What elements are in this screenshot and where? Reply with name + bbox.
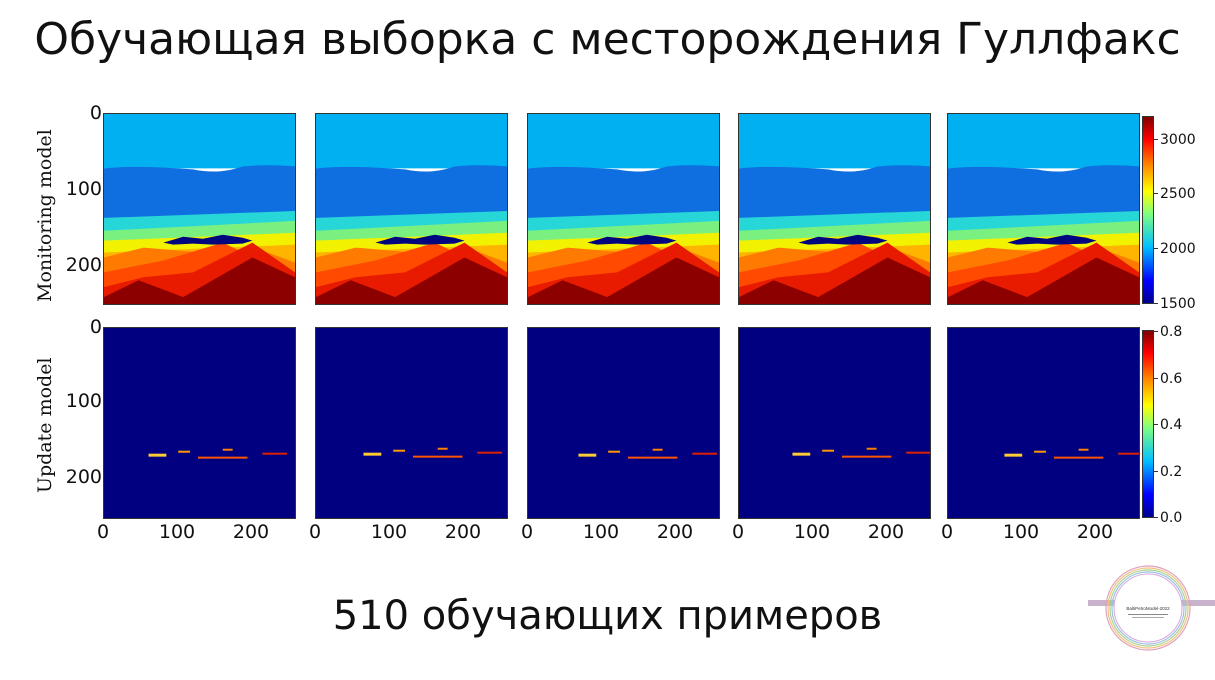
ytick-bottom-200: 200: [65, 466, 102, 488]
row-label-monitoring: Monitoring model: [34, 129, 56, 302]
logo-text: BaltiPetroModel-2022: [1126, 606, 1170, 611]
colorbar-velocity: [1142, 116, 1154, 304]
update-panel-4: [738, 327, 931, 519]
xtick-100-panel-3: 100: [582, 521, 620, 543]
cbar-top-tick-2000: 2000: [1160, 241, 1196, 257]
xtick-100-panel-2: 100: [370, 521, 408, 543]
xtick-100-panel-5: 100: [1002, 521, 1040, 543]
xtick-200-panel-3: 200: [656, 521, 694, 543]
xtick-100-panel-4: 100: [793, 521, 831, 543]
conference-logo: BaltiPetroModel-2022: [1088, 565, 1215, 651]
monitoring-panel-3: [527, 113, 720, 305]
xtick-0-panel-2: 0: [308, 521, 322, 543]
update-panel-1: [103, 327, 296, 519]
cbar-bottom-tick-0.4: 0.4: [1160, 417, 1183, 433]
cbar-top-tick-3000: 3000: [1160, 132, 1196, 148]
xtick-200-panel-4: 200: [867, 521, 905, 543]
monitoring-panel-2: [315, 113, 508, 305]
update-panel-3: [527, 327, 720, 519]
cbar-bottom-tick-0.8: 0.8: [1160, 324, 1183, 340]
colorbar-update: [1142, 330, 1154, 518]
update-panel-2: [315, 327, 508, 519]
cbar-top-tick-1500: 1500: [1160, 296, 1196, 312]
slide-title: Обучающая выборка с месторождения Гуллфа…: [34, 14, 1181, 65]
xtick-0-panel-1: 0: [96, 521, 110, 543]
xtick-0-panel-4: 0: [731, 521, 745, 543]
monitoring-panel-4: [738, 113, 931, 305]
xtick-200-panel-5: 200: [1076, 521, 1114, 543]
cbar-bottom-tick-0.6: 0.6: [1160, 371, 1183, 387]
cbar-bottom-tick-0.2: 0.2: [1160, 464, 1183, 480]
cbar-top-tick-2500: 2500: [1160, 186, 1196, 202]
monitoring-panel-5: [947, 113, 1140, 305]
ytick-top-0: 0: [89, 102, 102, 124]
ytick-bottom-0: 0: [89, 316, 102, 338]
row-label-update: Update model: [34, 357, 56, 493]
update-panel-5: [947, 327, 1140, 519]
ytick-top-100: 100: [65, 178, 102, 200]
xtick-200-panel-1: 200: [232, 521, 270, 543]
xtick-100-panel-1: 100: [158, 521, 196, 543]
xtick-0-panel-3: 0: [520, 521, 534, 543]
xtick-0-panel-5: 0: [940, 521, 954, 543]
footer-text: 510 обучающих примеров: [332, 593, 883, 639]
ytick-top-200: 200: [65, 254, 102, 276]
monitoring-panel-1: [103, 113, 296, 305]
cbar-bottom-tick-0.0: 0.0: [1160, 510, 1183, 526]
xtick-200-panel-2: 200: [444, 521, 482, 543]
ytick-bottom-100: 100: [65, 390, 102, 412]
